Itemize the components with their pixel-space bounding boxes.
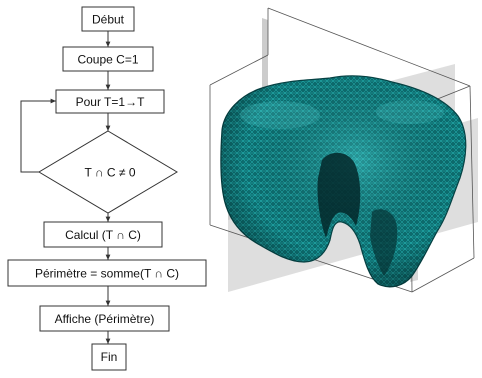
node-end-label: Fin bbox=[101, 350, 118, 364]
node-display: Affiche (Périmètre) bbox=[39, 305, 170, 332]
node-init: Coupe C=1 bbox=[62, 46, 154, 72]
node-loop-label: Pour T=1→T bbox=[76, 95, 145, 109]
flow-connectors bbox=[20, 31, 111, 344]
node-compute-label: Calcul (T ∩ C) bbox=[65, 228, 141, 242]
node-compute: Calcul (T ∩ C) bbox=[43, 221, 163, 248]
node-perimeter-label: Périmètre = somme(T ∩ C) bbox=[35, 267, 179, 281]
notch-shadow bbox=[317, 152, 361, 238]
node-end: Fin bbox=[91, 343, 127, 371]
mesh-view bbox=[209, 7, 478, 293]
loop-back-arrow bbox=[20, 98, 56, 173]
node-start: Début bbox=[81, 6, 135, 32]
knee-mesh bbox=[220, 75, 467, 288]
node-decision: T ∩ C ≠ 0 bbox=[38, 130, 178, 214]
node-loop: Pour T=1→T bbox=[55, 89, 165, 114]
flowchart: Début Coupe C=1 Pour T=1→T T ∩ C ≠ 0 Cal… bbox=[7, 6, 207, 371]
node-init-label: Coupe C=1 bbox=[77, 53, 138, 67]
node-start-label: Début bbox=[92, 13, 125, 27]
node-display-label: Affiche (Périmètre) bbox=[55, 312, 155, 326]
node-perimeter: Périmètre = somme(T ∩ C) bbox=[7, 259, 207, 287]
node-decision-label: T ∩ C ≠ 0 bbox=[85, 166, 136, 180]
